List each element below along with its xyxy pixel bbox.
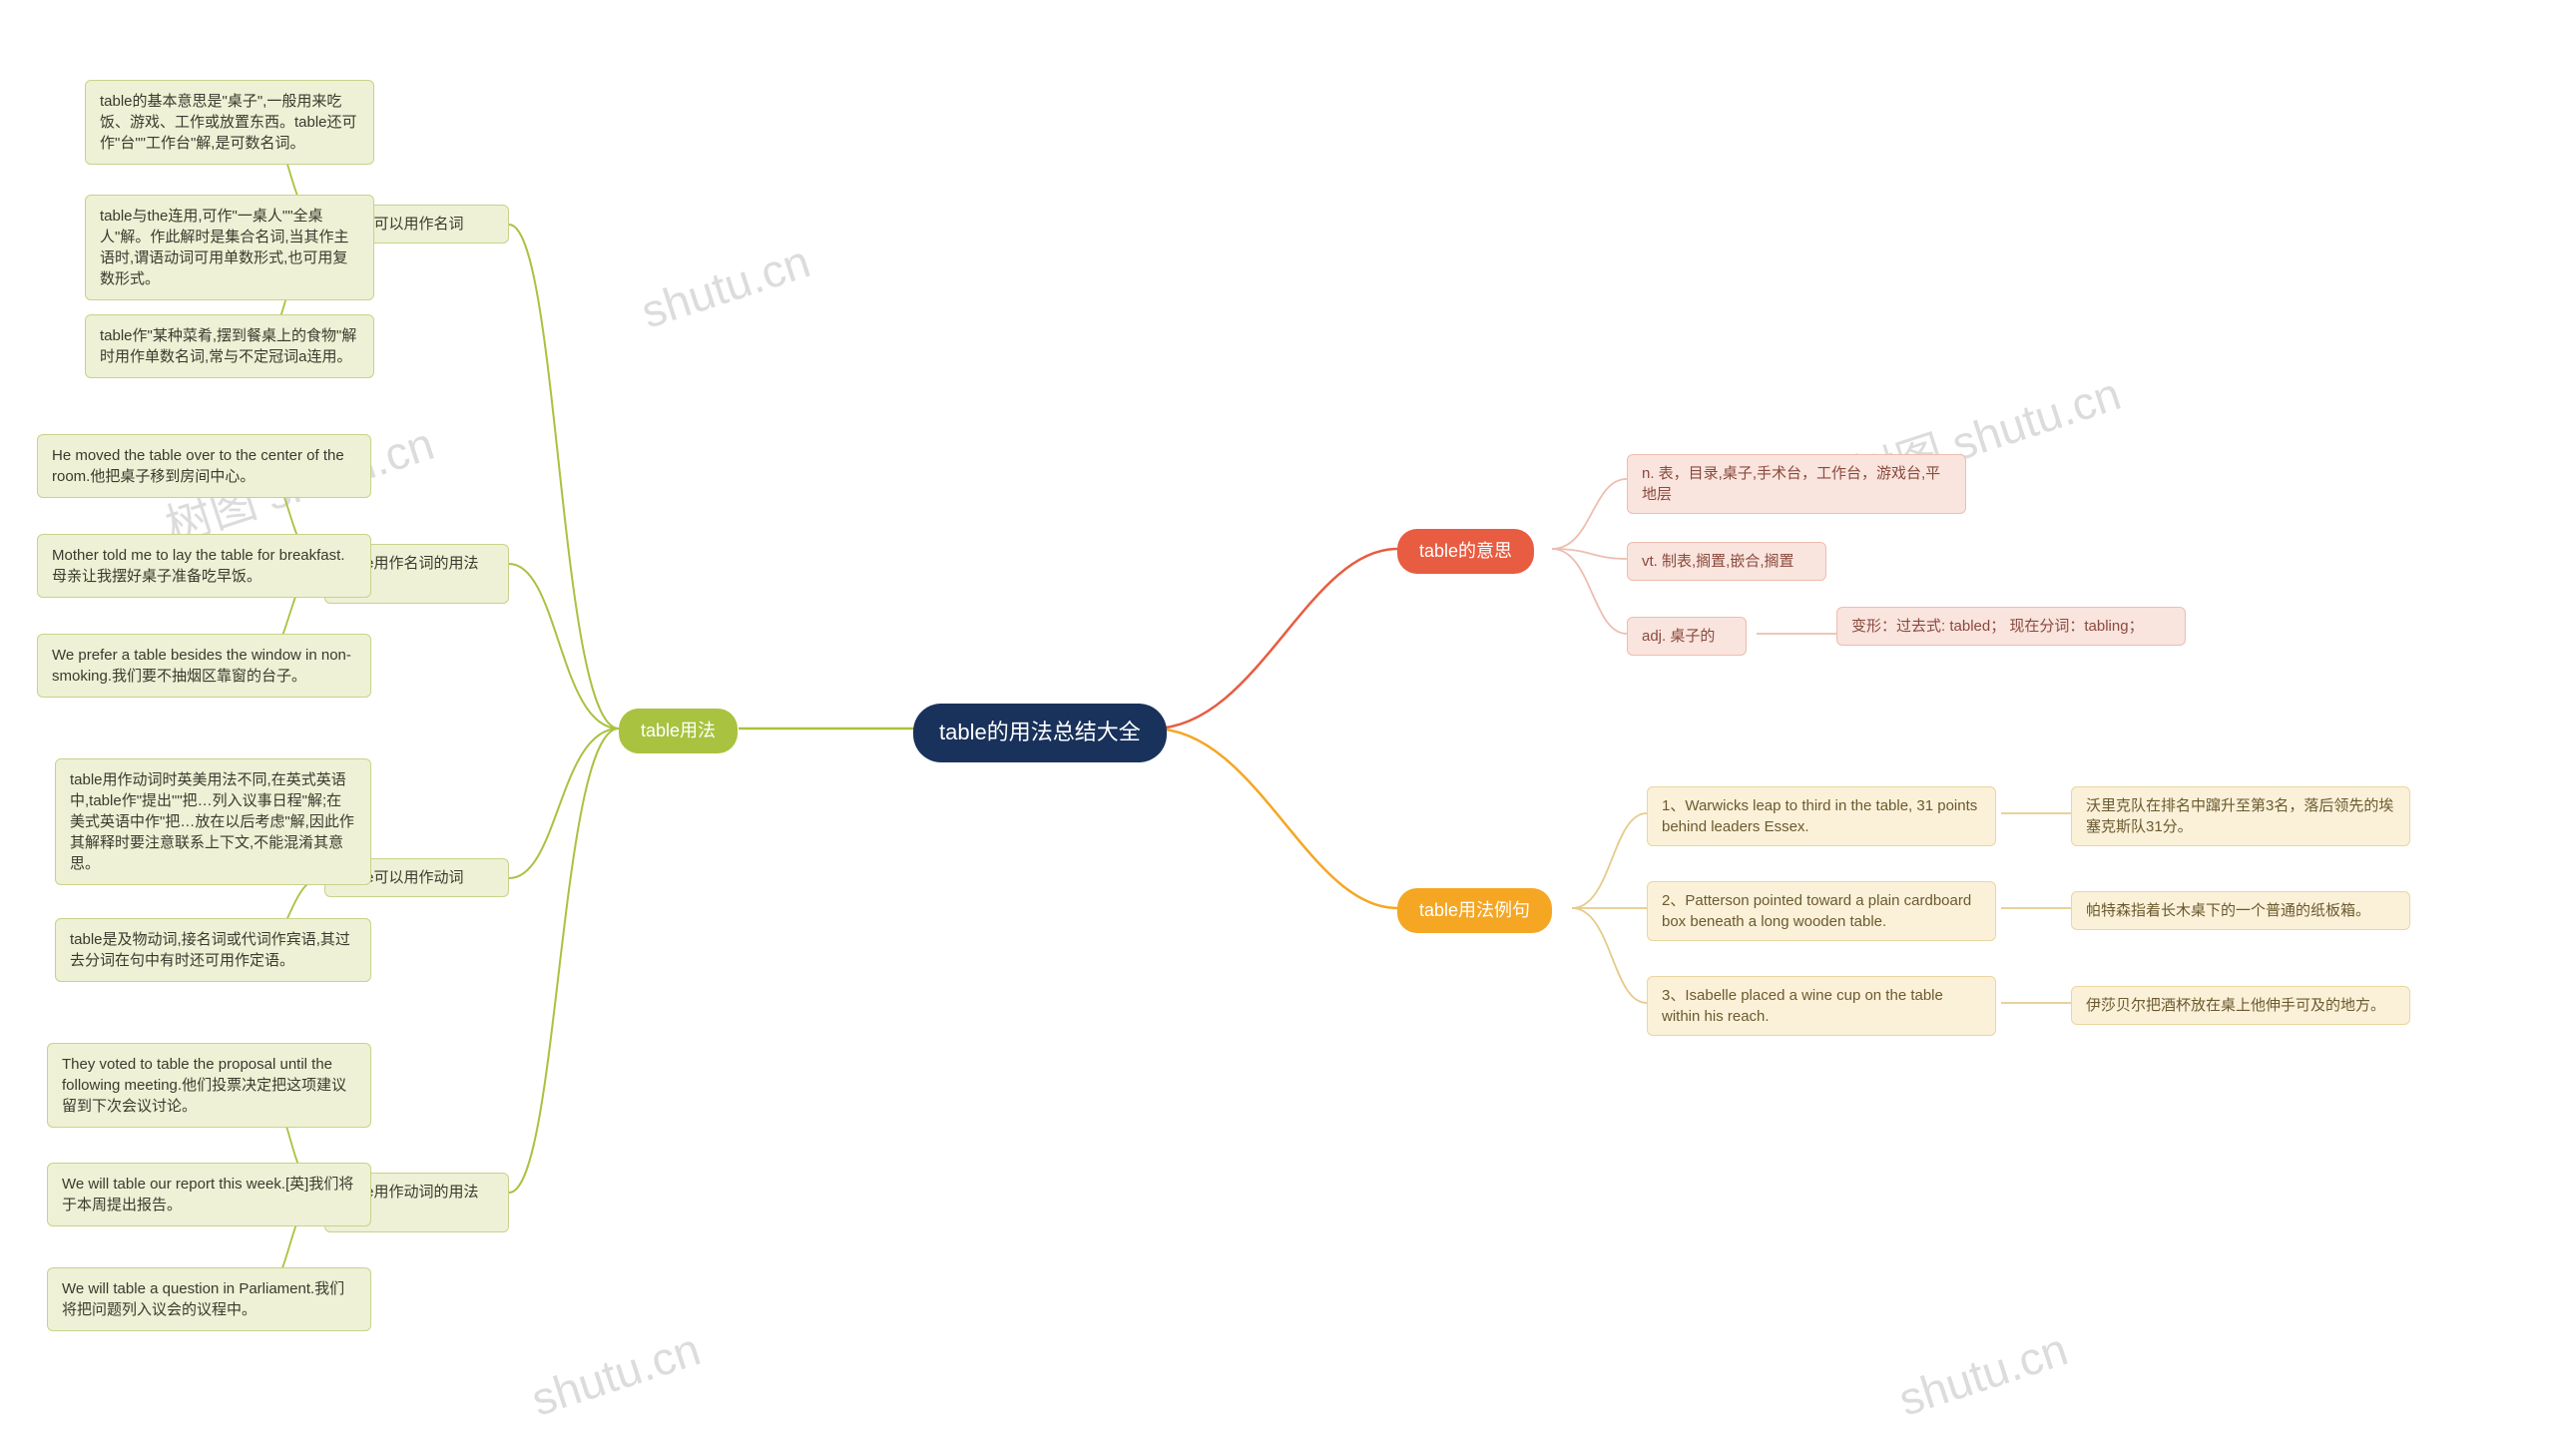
root-node[interactable]: table的用法总结大全 (913, 704, 1167, 762)
left-leaf-1-0: He moved the table over to the center of… (37, 434, 371, 498)
right-leaf-0-2-trans: 变形：过去式: tabled； 现在分词：tabling； (1836, 607, 2186, 646)
left-main[interactable]: table用法 (619, 709, 738, 753)
right-leaf-1-2: 3、Isabelle placed a wine cup on the tabl… (1647, 976, 1996, 1036)
right-leaf-1-0: 1、Warwicks leap to third in the table, 3… (1647, 786, 1996, 846)
watermark: shutu.cn (635, 234, 816, 338)
right-leaf-0-1: vt. 制表,搁置,嵌合,搁置 (1627, 542, 1826, 581)
left-leaf-3-1: We will table our report this week.[英]我们… (47, 1163, 371, 1226)
right-leaf-0-2: adj. 桌子的 (1627, 617, 1747, 656)
right-leaf-1-0-trans: 沃里克队在排名中蹿升至第3名，落后领先的埃塞克斯队31分。 (2071, 786, 2410, 846)
left-leaf-0-1: table与the连用,可作"一桌人""全桌人"解。作此解时是集合名词,当其作主… (85, 195, 374, 300)
left-leaf-3-0: They voted to table the proposal until t… (47, 1043, 371, 1128)
right-branch-1[interactable]: table用法例句 (1397, 888, 1552, 933)
left-leaf-3-2: We will table a question in Parliament.我… (47, 1267, 371, 1331)
right-leaf-1-1-trans: 帕特森指着长木桌下的一个普通的纸板箱。 (2071, 891, 2410, 930)
right-leaf-0-0: n. 表，目录,桌子,手术台，工作台，游戏台,平地层 (1627, 454, 1966, 514)
left-leaf-1-1: Mother told me to lay the table for brea… (37, 534, 371, 598)
right-leaf-1-1: 2、Patterson pointed toward a plain cardb… (1647, 881, 1996, 941)
left-leaf-1-2: We prefer a table besides the window in … (37, 634, 371, 698)
left-leaf-2-1: table是及物动词,接名词或代词作宾语,其过去分词在句中有时还可用作定语。 (55, 918, 371, 982)
left-leaf-0-0: table的基本意思是"桌子",一般用来吃饭、游戏、工作或放置东西。table还… (85, 80, 374, 165)
left-leaf-2-0: table用作动词时英美用法不同,在英式英语中,table作"提出""把…列入议… (55, 758, 371, 885)
watermark: shutu.cn (1892, 1321, 2074, 1426)
right-leaf-1-2-trans: 伊莎贝尔把酒杯放在桌上他伸手可及的地方。 (2071, 986, 2410, 1025)
watermark: shutu.cn (525, 1321, 707, 1426)
left-leaf-0-2: table作"某种菜肴,摆到餐桌上的食物"解时用作单数名词,常与不定冠词a连用。 (85, 314, 374, 378)
right-branch-0[interactable]: table的意思 (1397, 529, 1534, 574)
